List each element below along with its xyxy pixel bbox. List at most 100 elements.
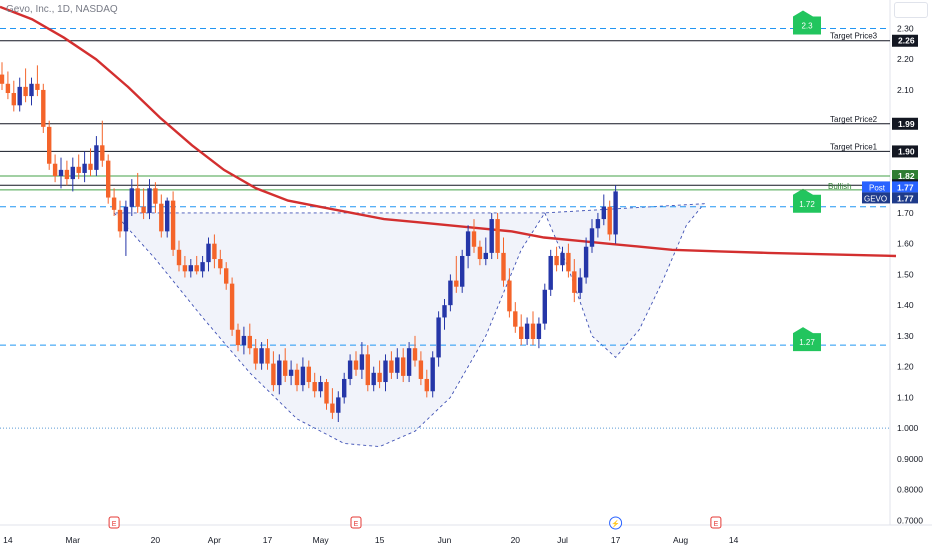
candle-body xyxy=(229,283,235,330)
candle-body xyxy=(11,93,16,106)
post-price-label: 1.77 xyxy=(897,182,914,192)
candle-body xyxy=(70,166,75,180)
candle-body xyxy=(312,382,317,392)
price-badge-label: 1.99 xyxy=(898,119,915,129)
candle-body xyxy=(159,203,164,232)
price-badge-label: 2.26 xyxy=(898,36,915,46)
earnings-marker-label: E xyxy=(354,521,359,528)
candle-body xyxy=(336,397,341,413)
candle-body xyxy=(188,265,193,272)
top-right-control[interactable] xyxy=(894,2,928,18)
earnings-marker-label: E xyxy=(112,521,117,528)
price-badge xyxy=(892,34,918,47)
symbol-price-label: 1.77 xyxy=(897,193,914,203)
candle-body xyxy=(153,188,158,204)
candle-body xyxy=(23,86,28,97)
earnings-marker-icon xyxy=(108,516,120,529)
time-tick-label: Aug xyxy=(673,535,688,545)
candle-body xyxy=(501,252,506,281)
candle-body xyxy=(548,255,553,290)
price-badge xyxy=(892,117,918,130)
candle-body xyxy=(218,259,223,269)
candle-body xyxy=(477,246,483,260)
time-tick-label: Jul xyxy=(557,535,568,545)
price-badge xyxy=(892,170,918,183)
time-tick-label: 14 xyxy=(729,535,739,545)
candle-body xyxy=(194,265,199,272)
earnings-marker-icon xyxy=(710,516,722,529)
candle-body xyxy=(106,160,111,198)
candle-body xyxy=(342,378,347,398)
candle-body xyxy=(206,243,211,263)
candle-body xyxy=(595,219,601,229)
candle-body xyxy=(448,280,453,306)
moving-average-line xyxy=(0,5,897,258)
candle-body xyxy=(253,348,258,364)
candle-body xyxy=(406,348,412,376)
time-tick-label: Jun xyxy=(438,535,452,545)
candle-body xyxy=(536,323,542,339)
candle-body xyxy=(212,243,217,260)
target-line-label: Bullish xyxy=(828,182,852,191)
candle-body xyxy=(235,329,241,346)
level-tag-bg xyxy=(793,188,821,213)
time-tick-label: Mar xyxy=(65,535,80,545)
candle-body xyxy=(111,197,117,210)
candle-body xyxy=(88,163,93,170)
level-tag-label: 1.72 xyxy=(799,200,815,209)
candle-body xyxy=(117,209,123,232)
candle-body xyxy=(259,348,264,364)
candle-body xyxy=(182,265,188,272)
candle-body xyxy=(123,206,129,232)
price-badge xyxy=(892,145,918,158)
target-line-label: Target Price1 xyxy=(830,142,878,151)
candle-body xyxy=(572,271,577,293)
price-tick-label: 0.8000 xyxy=(897,485,923,495)
candle-body xyxy=(135,188,140,207)
price-tick-label: 1.10 xyxy=(897,392,914,402)
candle-body xyxy=(554,255,559,266)
candle-body xyxy=(17,86,22,106)
candle-body xyxy=(300,366,306,386)
candle-body xyxy=(359,354,365,370)
candle-body xyxy=(560,252,565,266)
handle-pattern xyxy=(544,203,706,359)
earnings-marker-icon xyxy=(350,516,362,529)
flash-marker-label: ⚡ xyxy=(611,519,620,528)
candle-body xyxy=(265,348,270,364)
post-tag-label: Post xyxy=(869,183,886,192)
earnings-marker-label: E xyxy=(714,521,719,528)
candle-body xyxy=(583,246,589,278)
time-tick-label: 17 xyxy=(611,535,621,545)
price-tick-label: 2.20 xyxy=(897,54,914,64)
candle-body xyxy=(424,378,429,392)
candle-body xyxy=(170,200,176,250)
candle-body xyxy=(35,83,40,90)
candle-body xyxy=(29,83,34,97)
candle-body xyxy=(283,360,288,376)
candle-body xyxy=(395,357,400,373)
candle-body xyxy=(200,262,205,272)
candle-body xyxy=(5,83,11,94)
cup-pattern xyxy=(113,212,546,448)
price-tick-label: 2.30 xyxy=(897,23,914,33)
candle-body xyxy=(100,145,105,161)
post-tag-bg xyxy=(862,181,890,193)
candle-body xyxy=(41,89,46,127)
candle-body xyxy=(601,206,606,220)
candle-body xyxy=(454,280,459,287)
price-tick-label: 1.30 xyxy=(897,331,914,341)
candle-body xyxy=(224,268,229,284)
time-tick-label: 14 xyxy=(3,535,13,545)
time-tick-label: 17 xyxy=(263,535,273,545)
candle-body xyxy=(607,206,612,235)
level-tag-bg xyxy=(793,327,821,352)
candle-body xyxy=(94,145,99,170)
candle-body xyxy=(513,311,518,327)
target-line-label: Target Price2 xyxy=(830,115,878,124)
symbol-price-bg xyxy=(892,192,918,204)
candle-body xyxy=(412,348,418,361)
candle-body xyxy=(418,360,424,379)
